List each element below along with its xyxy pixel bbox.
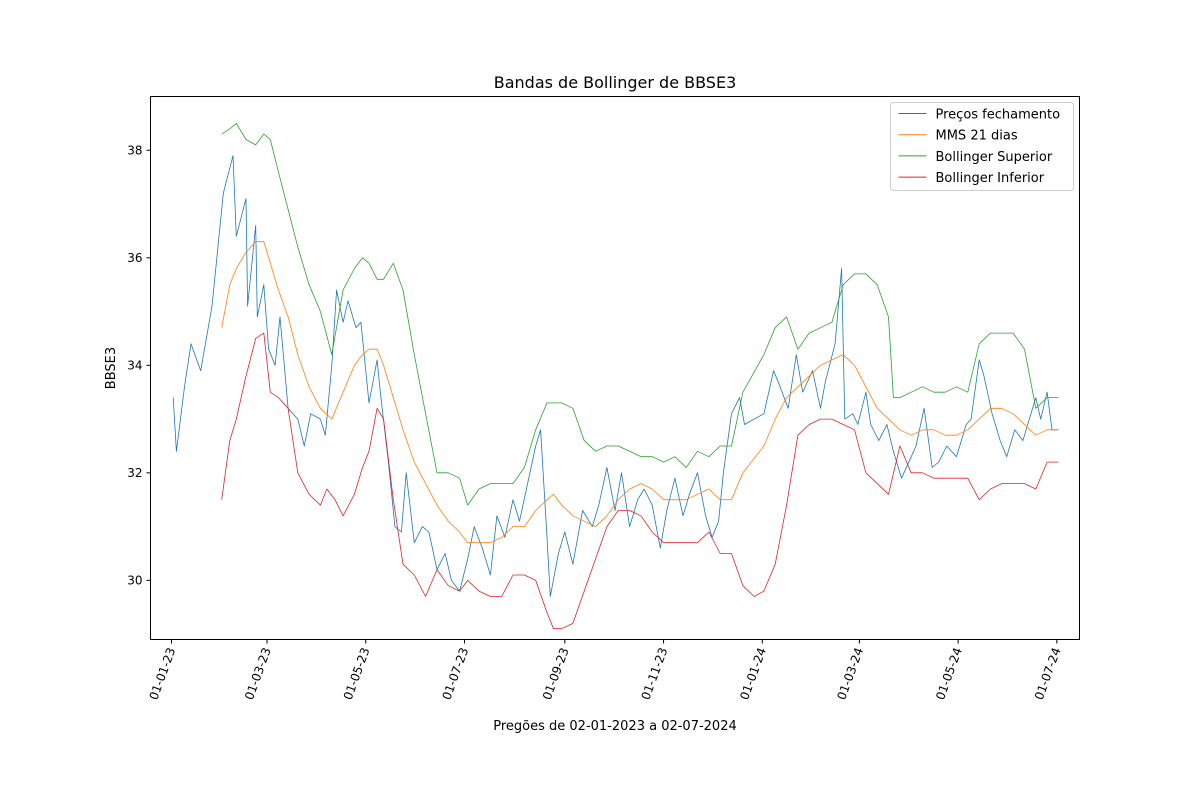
y-tick-label: 30 [127, 573, 142, 587]
y-axis-label: BBSE3 [104, 347, 119, 389]
series-line-1 [221, 241, 1059, 544]
y-tick-label: 38 [127, 143, 142, 157]
legend-label: Bollinger Superior [936, 150, 1053, 165]
legend-label: Bollinger Inferior [936, 171, 1045, 186]
chart-title: Bandas de Bollinger de BBSE3 [494, 73, 737, 92]
series-line-2 [221, 123, 1059, 506]
plot-frame [150, 96, 1080, 640]
x-axis-label: Pregões de 02-01-2023 a 02-07-2024 [493, 719, 737, 734]
series-line-3 [221, 332, 1059, 630]
series-layer [172, 123, 1059, 630]
y-axis: 30 32 34 36 38 [127, 143, 151, 587]
y-tick-label: 36 [127, 251, 142, 265]
legend-label: MMS 21 dias [936, 129, 1018, 144]
y-tick-label: 34 [127, 358, 142, 372]
series-line-0 [172, 155, 1059, 597]
legend-box [890, 102, 1074, 191]
legend-label: Preços fechamento [936, 108, 1061, 123]
legend: Preços fechamento MMS 21 dias Bollinger Su… [890, 102, 1074, 191]
y-tick-label: 32 [127, 466, 142, 480]
